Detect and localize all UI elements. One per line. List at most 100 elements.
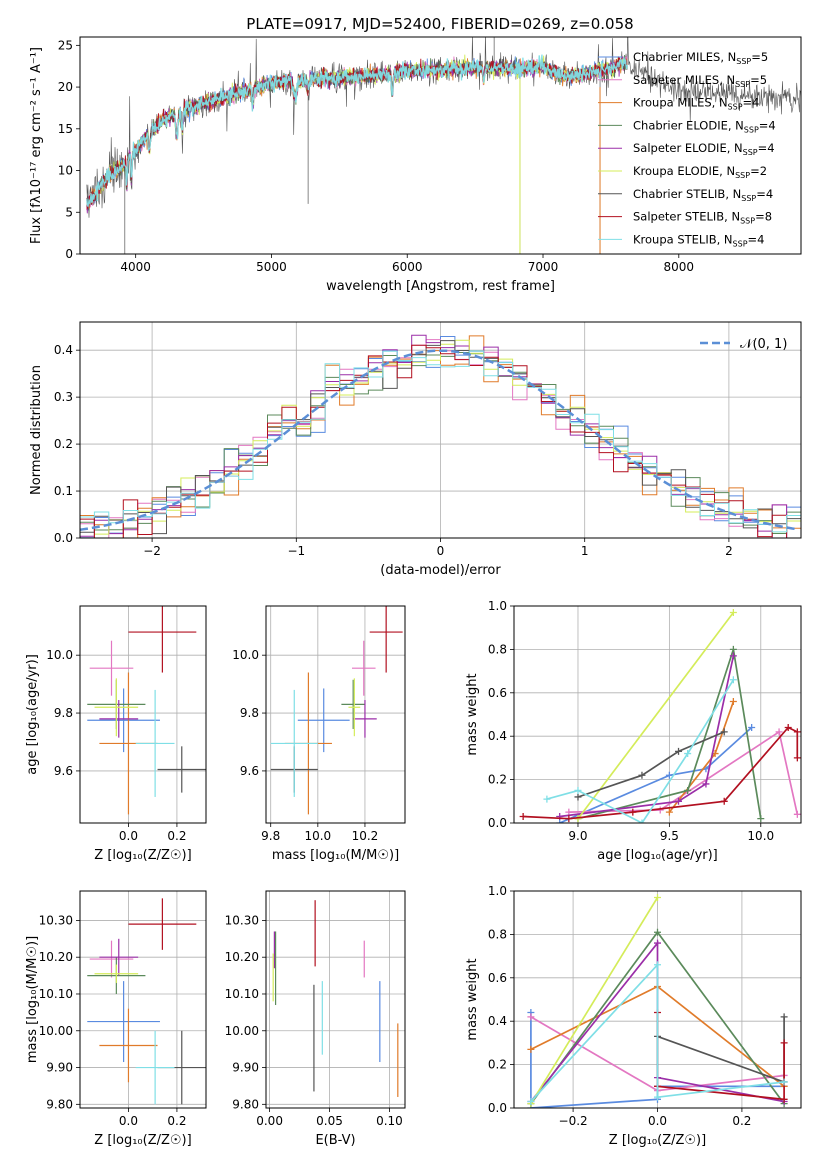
weight-point xyxy=(665,771,673,779)
axes-frame xyxy=(79,605,207,824)
y-tick-label: 10.20 xyxy=(225,950,259,964)
weight-point xyxy=(757,815,765,823)
weight-point xyxy=(654,1093,661,1101)
y-tick-label: 0.6 xyxy=(488,971,507,985)
y-axis-label: age [log₁₀(age/yr)] xyxy=(25,654,40,775)
weight-series-1 xyxy=(568,730,799,815)
weight-point xyxy=(793,728,801,736)
x-tick-label: 1 xyxy=(581,544,589,558)
x-tick-label: 9.5 xyxy=(660,829,679,843)
y-axis-label: mass weight xyxy=(465,673,480,755)
weight-point xyxy=(574,793,582,801)
axes-age_vs_Z: 0.0 0.2 9.6 9.8 10.0 Z [log₁₀(Z/Z☉)] age [log₁… xyxy=(25,605,207,863)
y-tick-label: 0.4 xyxy=(488,729,507,743)
legend-entry: 𝒩(0, 1) xyxy=(740,337,787,352)
x-tick-label: −2 xyxy=(143,544,161,558)
y-tick-label: 9.80 xyxy=(232,1097,259,1111)
plot-area-residuals xyxy=(80,334,801,538)
y-tick-label: 0.8 xyxy=(488,642,507,656)
weight-series-5 xyxy=(577,611,735,820)
weight-point xyxy=(720,728,728,736)
x-tick-label: 10.0 xyxy=(747,829,774,843)
y-tick-label: 0.4 xyxy=(54,343,73,357)
residual-histogram-8 xyxy=(80,350,801,533)
weight-point xyxy=(675,747,683,755)
y-tick-label: 1.0 xyxy=(488,884,507,898)
weight-series-8 xyxy=(546,679,735,823)
weight-point xyxy=(729,645,737,653)
weight-series-6 xyxy=(577,731,725,798)
weight-series-4 xyxy=(559,655,735,818)
chart-layer: 4000 5000 6000 7000 80000510152025wavelength… xyxy=(25,36,802,1148)
y-tick-label: 0.3 xyxy=(54,390,73,404)
x-axis-label: E(B-V) xyxy=(315,1133,355,1148)
plot-area-age_vs_Z xyxy=(87,606,206,815)
weight-point xyxy=(629,808,637,816)
weight-point xyxy=(780,1078,788,1086)
y-tick-label: 10.0 xyxy=(46,648,73,662)
legend-subscript: SSP xyxy=(743,148,758,157)
legend-count: =5 xyxy=(750,73,767,87)
plot-area-age_vs_mass xyxy=(270,606,403,815)
x-axis-label: Z [log₁₀(Z/Z☉)] xyxy=(94,1133,191,1148)
axes-weight_vs_age: 9.0 9.5 10.0 0.0 0.2 0.4 0.6 0.8 1.0 age [log₁₀(a… xyxy=(465,599,802,863)
x-axis-label: wavelength [Angstrom, rest frame] xyxy=(326,279,555,294)
legend-entry: Chabrier MILES, NSSP=5 xyxy=(633,50,768,66)
weight-point xyxy=(729,676,737,684)
x-tick-label: 6000 xyxy=(392,260,423,274)
y-tick-label: 0.0 xyxy=(488,816,507,830)
x-tick-label: 0.05 xyxy=(316,1114,343,1128)
legend-subscript: SSP xyxy=(728,103,743,112)
legend-subscript: SSP xyxy=(733,239,748,248)
figure-title: PLATE=0917, MJD=52400, FIBERID=0269, z=0… xyxy=(246,15,633,33)
y-tick-label: 0.8 xyxy=(488,927,507,941)
axes-frame xyxy=(513,890,802,1109)
x-axis-label: mass [log₁₀(M/M☉)] xyxy=(272,848,399,863)
y-axis-label: Normed distribution xyxy=(29,365,44,495)
y-tick-label: 9.90 xyxy=(46,1061,73,1075)
spectrum-legend: Chabrier MILES, NSSP=5 Salpeter MILES, NS… xyxy=(598,50,776,248)
x-tick-label: 5000 xyxy=(256,260,287,274)
x-tick-label: 9.0 xyxy=(568,829,587,843)
x-tick-label: 0.2 xyxy=(732,1114,751,1128)
weight-point xyxy=(556,819,564,823)
axes-frame xyxy=(79,321,802,539)
residual-histogram-6 xyxy=(80,340,801,535)
legend-entry: Salpeter MILES, NSSP=5 xyxy=(633,73,767,89)
legend-entry: Salpeter STELIB, NSSP=8 xyxy=(633,210,772,226)
axes-frame xyxy=(79,890,207,1109)
x-tick-label: 7000 xyxy=(528,260,559,274)
y-tick-label: 0.0 xyxy=(54,531,73,545)
plot-area-mass_vs_ebv xyxy=(272,900,399,1097)
y-tick-label: 15 xyxy=(58,122,73,136)
plot-area-weight_vs_Z xyxy=(527,894,788,1108)
y-tick-label: 10.00 xyxy=(39,1024,73,1038)
y-tick-label: 10.20 xyxy=(39,950,73,964)
weight-point xyxy=(565,815,573,823)
legend-count: =8 xyxy=(755,210,772,224)
legend-subscript: SSP xyxy=(744,125,759,134)
x-tick-label: 0.0 xyxy=(119,829,138,843)
weight-point xyxy=(654,928,661,936)
weight-series-0 xyxy=(559,726,753,823)
weight-point xyxy=(720,797,728,805)
y-tick-label: 0.2 xyxy=(488,1058,507,1072)
y-tick-label: 10.00 xyxy=(225,1024,259,1038)
y-axis-label: Flux [fλ10⁻¹⁷ erg cm⁻² s⁻¹ A⁻¹] xyxy=(29,47,44,244)
y-tick-label: 9.80 xyxy=(46,1097,73,1111)
axes-frame xyxy=(513,605,802,824)
y-tick-label: 0 xyxy=(65,247,73,261)
y-tick-label: 10 xyxy=(58,164,73,178)
weight-series-8 xyxy=(530,962,785,1103)
y-tick-label: 9.6 xyxy=(240,764,259,778)
y-tick-label: 10.30 xyxy=(39,913,73,927)
y-tick-label: 25 xyxy=(58,38,73,52)
x-tick-label: 0.2 xyxy=(167,1114,186,1128)
y-tick-label: 0.6 xyxy=(488,686,507,700)
legend-entry: Chabrier STELIB, NSSP=4 xyxy=(633,187,773,203)
model-fit-8 xyxy=(86,54,628,207)
weight-point xyxy=(684,786,692,794)
y-tick-label: 10.10 xyxy=(225,987,259,1001)
weight-point xyxy=(638,771,646,779)
legend-subscript: SSP xyxy=(735,171,750,180)
